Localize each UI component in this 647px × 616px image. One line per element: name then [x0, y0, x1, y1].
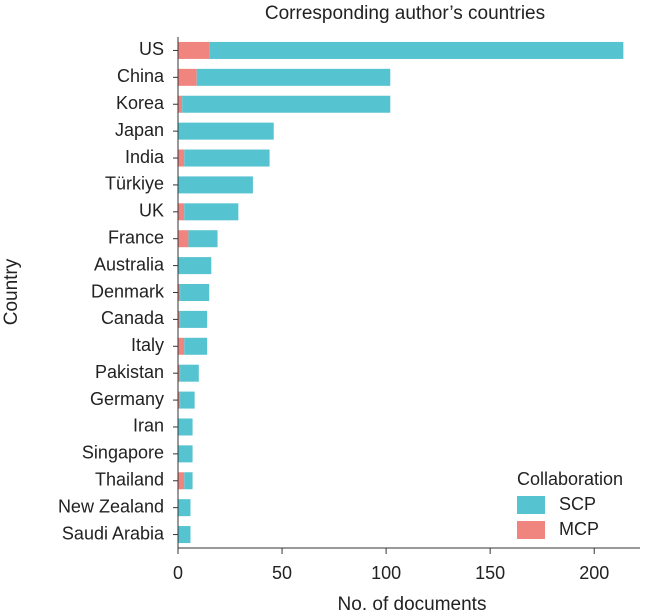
bar-segment — [188, 230, 218, 248]
bar-segment — [184, 337, 208, 355]
x-tick-label: 50 — [272, 563, 292, 583]
bar-segment — [178, 418, 193, 436]
bar-segment — [184, 472, 193, 490]
x-tick-label: 200 — [579, 563, 609, 583]
y-tick-label: China — [117, 66, 165, 86]
bar-segment — [178, 230, 189, 248]
bar-segment — [178, 364, 181, 382]
legend-title: Collaboration — [517, 469, 623, 489]
bar-segment — [178, 176, 253, 194]
bar-segment — [178, 337, 185, 355]
x-tick-label: 0 — [173, 563, 183, 583]
y-tick-label: US — [139, 39, 164, 59]
bar-segment — [178, 95, 183, 113]
bar-segment — [178, 310, 181, 328]
y-tick-label: India — [125, 147, 165, 167]
chart-title: Corresponding author’s countries — [265, 3, 545, 24]
bar-segment — [178, 284, 181, 301]
y-tick-label: New Zealand — [58, 496, 164, 516]
bar-segment — [178, 445, 193, 463]
bar-segment — [178, 203, 185, 221]
y-tick-label: UK — [139, 201, 164, 221]
x-axis-title: No. of documents — [338, 594, 487, 615]
bar-segment — [180, 364, 199, 382]
bar-segment — [178, 41, 210, 59]
bar-segment — [178, 122, 274, 140]
bar-segment — [178, 472, 185, 490]
bar-segment — [178, 68, 197, 86]
legend-swatch — [517, 496, 545, 514]
y-tick-label: Singapore — [82, 443, 164, 463]
y-tick-label: Italy — [131, 335, 164, 355]
y-tick-label: Pakistan — [95, 362, 164, 382]
y-tick-label: Iran — [133, 416, 164, 436]
bar-segment — [184, 149, 270, 167]
legend-label: SCP — [559, 494, 596, 514]
bar-segment — [178, 526, 191, 544]
bar-segment — [180, 284, 210, 301]
bar-segment — [180, 310, 208, 328]
bar-segment — [178, 257, 212, 275]
y-tick-label: Canada — [101, 308, 165, 328]
y-tick-label: France — [108, 227, 164, 247]
legend-label: MCP — [559, 519, 599, 539]
bar-segment — [180, 391, 195, 409]
bar-segment — [184, 203, 239, 221]
y-tick-label: Saudi Arabia — [62, 523, 165, 543]
y-tick-label: Korea — [116, 93, 165, 113]
y-axis-title: Country — [1, 258, 22, 325]
y-tick-label: Thailand — [95, 470, 164, 490]
y-tick-label: Germany — [90, 389, 164, 409]
bar-segment — [178, 391, 181, 409]
x-tick-label: 150 — [475, 563, 505, 583]
bar-segment — [178, 499, 191, 517]
bar-segment — [209, 41, 624, 59]
bar-segment — [182, 95, 391, 113]
legend-swatch — [517, 521, 545, 539]
bar-segment — [196, 68, 391, 86]
y-tick-label: Australia — [94, 254, 165, 274]
y-tick-label: Türkiye — [105, 174, 164, 194]
y-tick-label: Denmark — [91, 281, 165, 301]
bar-segment — [178, 149, 185, 167]
x-tick-label: 100 — [371, 563, 401, 583]
y-tick-label: Japan — [115, 120, 164, 140]
